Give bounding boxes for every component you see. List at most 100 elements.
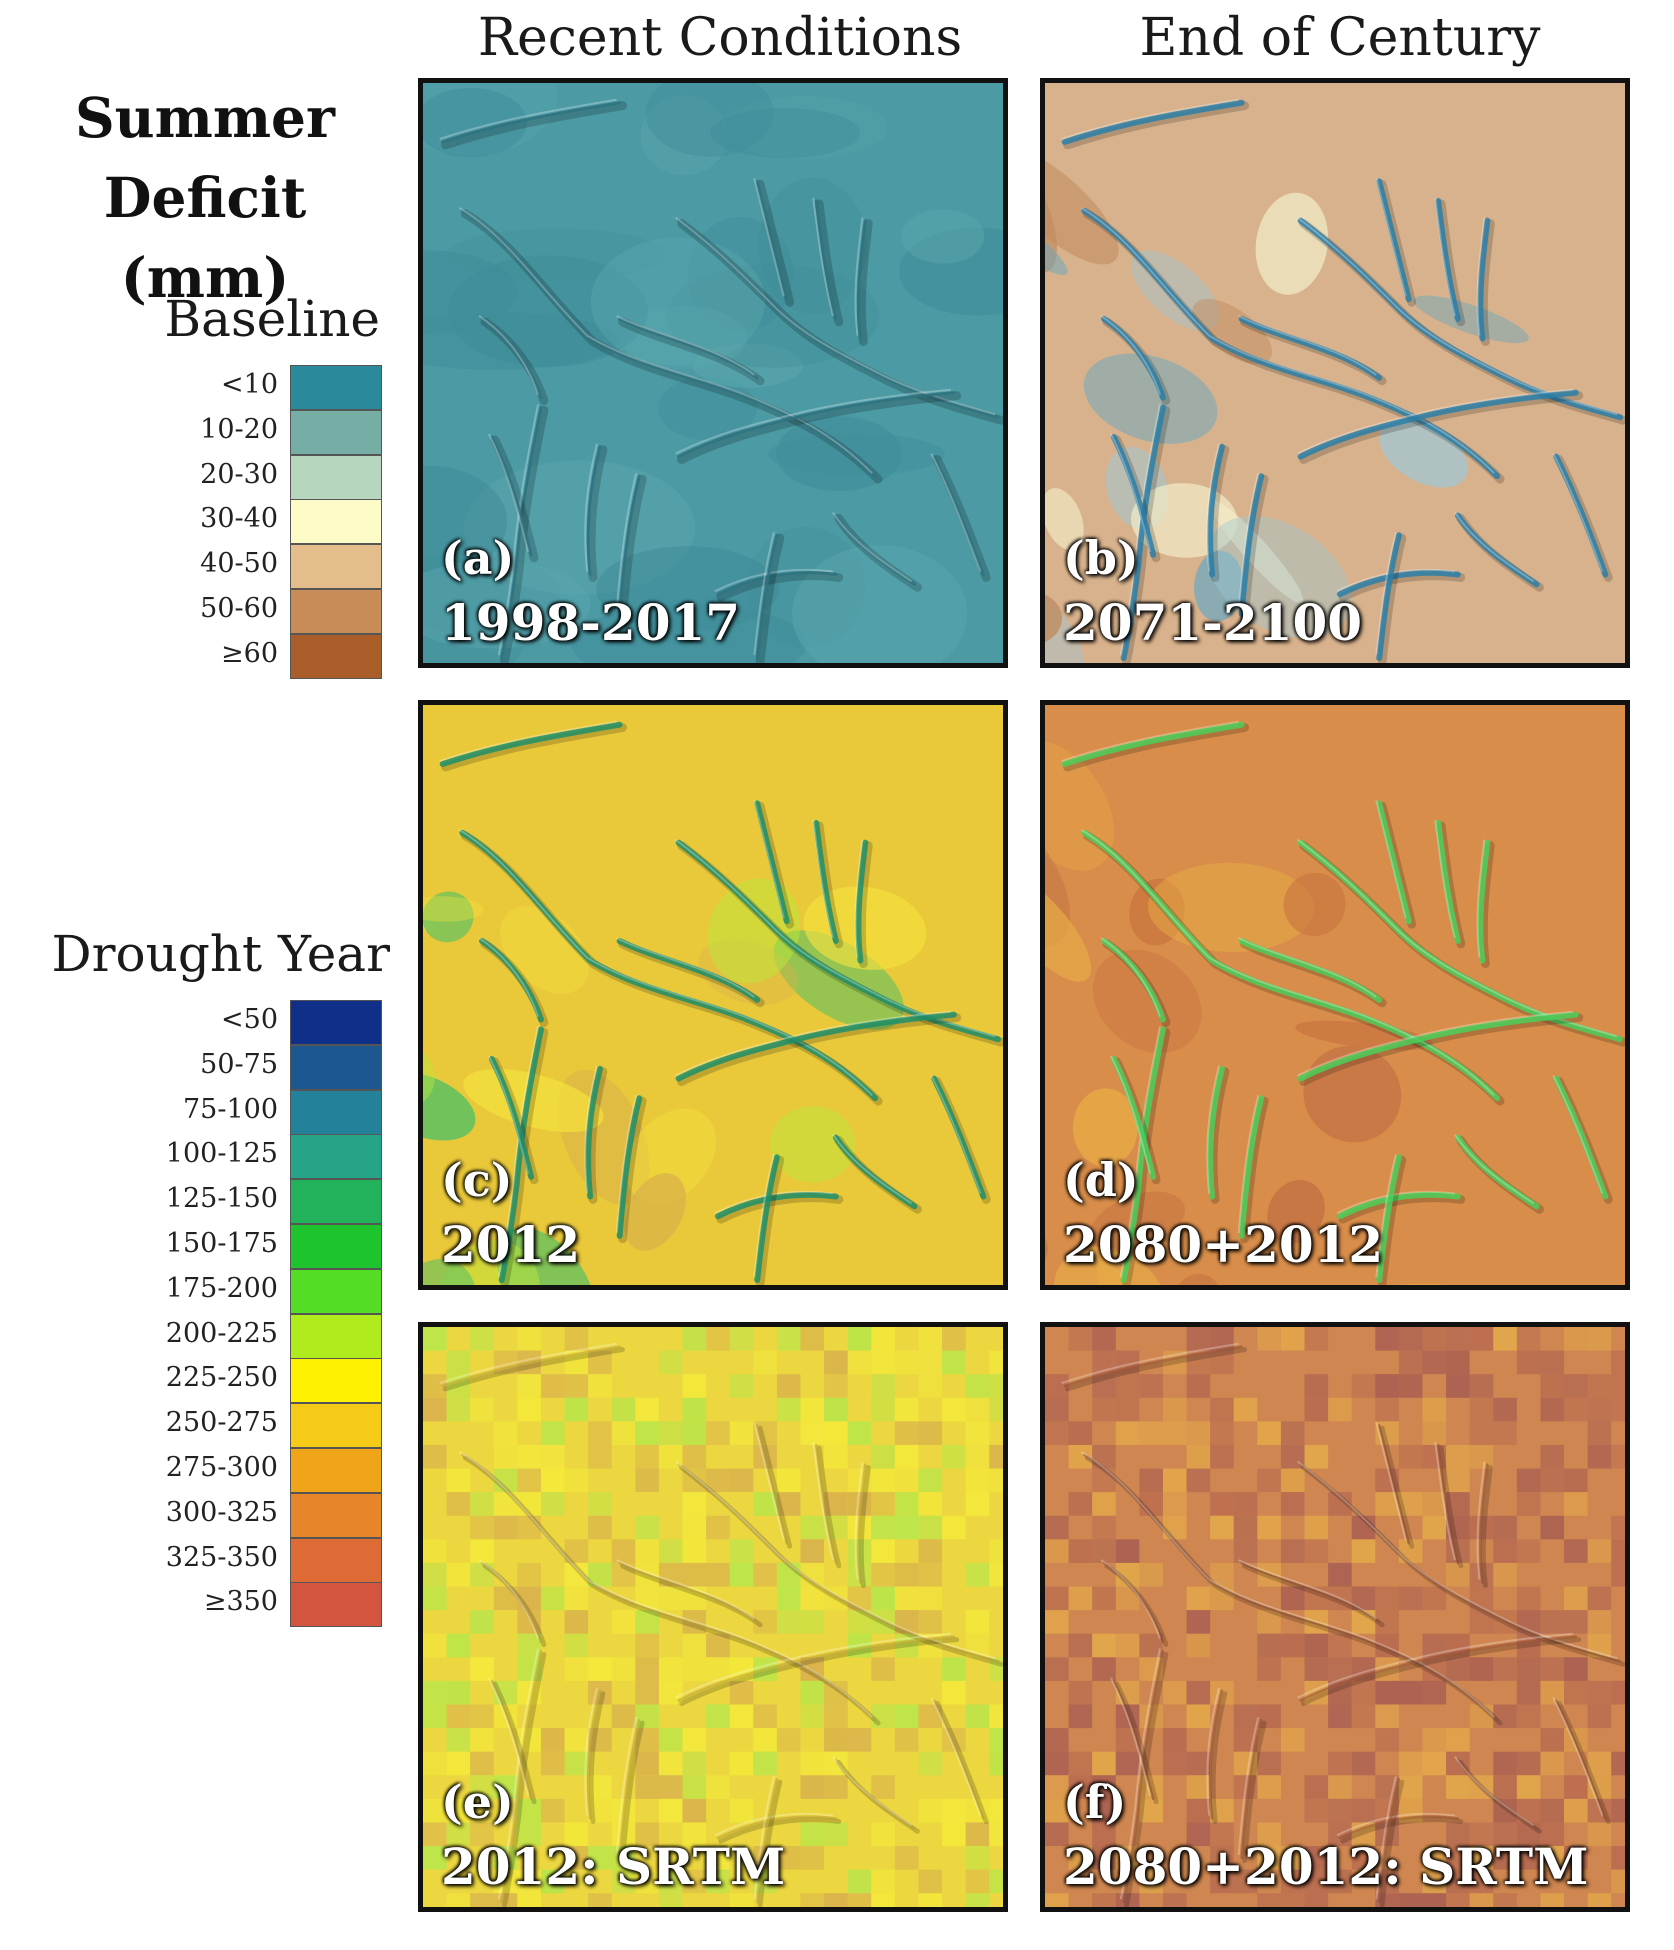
raster-cell <box>871 1468 895 1493</box>
raster-cell <box>658 1539 683 1563</box>
hillshade-highlight <box>1434 197 1456 317</box>
raster-cell <box>800 1586 825 1611</box>
raster-cell <box>635 1822 659 1847</box>
raster-cell <box>658 1869 683 1894</box>
stream-channel <box>1376 178 1412 303</box>
raster-cell <box>1186 1327 1211 1351</box>
raster-cell <box>470 1515 494 1540</box>
raster-cell <box>1210 1798 1234 1823</box>
hillshade-highlight <box>812 819 834 939</box>
raster-cell <box>1351 1539 1376 1563</box>
raster-cell <box>776 1374 801 1398</box>
hillshade-highlight <box>1552 1075 1604 1194</box>
terrain-patch <box>645 83 774 157</box>
raster-cell <box>1304 1397 1329 1422</box>
hillshade-highlight <box>1080 829 1495 1096</box>
raster-cell <box>776 1468 801 1493</box>
raster-cell <box>1304 1869 1329 1894</box>
raster-cell <box>1375 1468 1399 1493</box>
raster-cell <box>1611 1680 1625 1705</box>
hillshade-highlight <box>714 568 834 593</box>
raster-cell <box>1304 1633 1329 1658</box>
raster-cell <box>1257 1751 1281 1776</box>
stream-channel <box>585 1065 603 1200</box>
raster-cell <box>1257 1775 1281 1799</box>
raster-cell <box>1564 1775 1588 1799</box>
raster-cell <box>493 1492 518 1516</box>
legend-baseline-swatch <box>290 633 382 679</box>
raster-cell <box>1540 1444 1565 1469</box>
raster-cell <box>682 1657 707 1681</box>
raster-cell <box>753 1492 777 1516</box>
raster-cell <box>871 1350 895 1375</box>
raster-cell <box>635 1869 659 1894</box>
hillshade-highlight <box>1297 1010 1573 1077</box>
hillshade-highlight <box>1238 1559 1377 1620</box>
raster-cell <box>470 1610 494 1634</box>
raster-cell <box>729 1468 754 1493</box>
raster-cell <box>682 1492 707 1516</box>
stream-channel <box>813 820 839 944</box>
raster-cell <box>942 1728 966 1752</box>
legend-drought-swatch <box>290 1313 382 1359</box>
hillshade-highlight <box>1336 1812 1456 1837</box>
stream-channel <box>1063 1345 1243 1388</box>
raster-cell <box>1280 1444 1305 1469</box>
raster-cell <box>493 1893 518 1907</box>
raster-cell <box>706 1704 730 1729</box>
hillshade-highlight <box>1100 937 1161 1017</box>
raster-cell <box>1611 1539 1625 1563</box>
raster-cell <box>564 1468 589 1493</box>
stream-channel <box>480 1561 543 1643</box>
raster-cell <box>1375 1374 1399 1398</box>
raster-cell <box>800 1775 825 1799</box>
raster-cell <box>564 1751 589 1776</box>
raster-cell <box>493 1350 518 1375</box>
hillshade-highlight <box>1109 1677 1152 1797</box>
raster-cell <box>871 1327 895 1351</box>
raster-cell <box>1351 1586 1376 1611</box>
panel-caption: 2012: SRTM <box>441 1837 786 1896</box>
raster-cell <box>540 1468 565 1493</box>
raster-cell <box>564 1728 589 1752</box>
raster-cell <box>446 1822 471 1847</box>
raster-cell <box>1257 1822 1281 1847</box>
hillshade-highlight <box>1061 1342 1239 1384</box>
raster-cell <box>871 1515 895 1540</box>
terrain-map <box>423 705 1003 1285</box>
raster-cell <box>1422 1421 1447 1445</box>
hillshade-highlight <box>478 315 539 395</box>
raster-cell <box>1398 1775 1423 1799</box>
raster-cell <box>800 1327 825 1351</box>
raster-cell <box>942 1350 966 1375</box>
raster-cell <box>1469 1822 1494 1847</box>
stream-channel <box>1112 1679 1155 1801</box>
raster-cell <box>446 1633 471 1658</box>
terrain-patch <box>1192 298 1272 365</box>
stream-channel <box>1336 569 1461 598</box>
raster-cell <box>1328 1492 1352 1516</box>
raster-cell <box>517 1798 541 1823</box>
raster-cell <box>1493 1421 1517 1445</box>
raster-cell <box>1233 1492 1258 1516</box>
stream-channel <box>1376 800 1412 925</box>
raster-cell <box>918 1539 943 1563</box>
legend-drought-label: 275-300 <box>165 1452 278 1483</box>
stream-channel <box>1207 1065 1225 1200</box>
raster-cell <box>800 1704 825 1729</box>
raster-cell <box>682 1751 707 1776</box>
hillshade-highlight <box>584 443 598 572</box>
legend-drought-swatch <box>290 1134 382 1180</box>
raster-cell <box>1351 1515 1376 1540</box>
raster-cell <box>1186 1374 1211 1398</box>
raster-cell <box>635 1539 659 1563</box>
raster-cell <box>540 1374 565 1398</box>
raster-cell <box>1351 1798 1376 1823</box>
map-panel-f: (f) 2080+2012: SRTM <box>1040 1322 1630 1912</box>
raster-cell <box>1446 1374 1470 1398</box>
hillshade-highlight <box>1237 1717 1260 1855</box>
raster-cell <box>1398 1444 1423 1469</box>
hillshade-highlight <box>497 1026 539 1278</box>
raster-cell <box>1280 1539 1305 1563</box>
map-background <box>1045 705 1625 1285</box>
